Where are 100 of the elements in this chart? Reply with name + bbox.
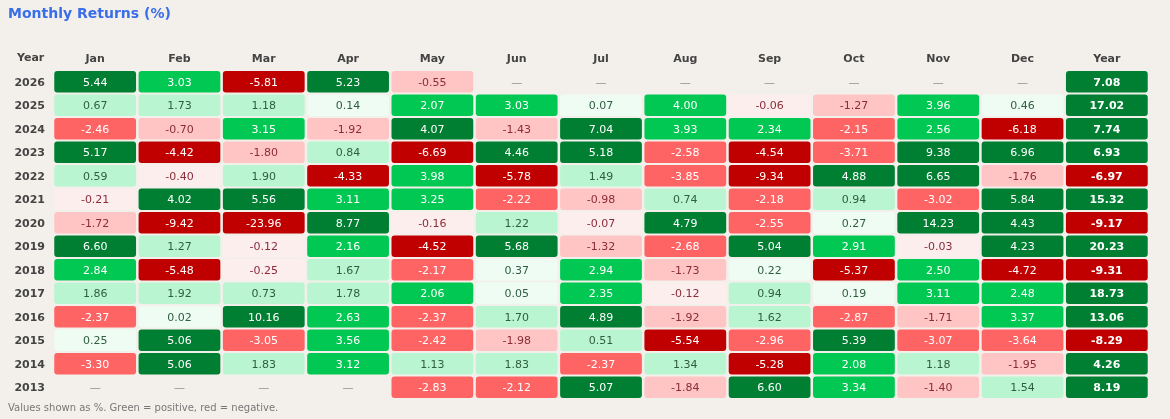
data-label: 1.83 bbox=[251, 357, 277, 371]
data-label: 5.23 bbox=[335, 75, 361, 89]
x-tick-label: May bbox=[419, 52, 445, 65]
data-label: 0.74 bbox=[673, 193, 698, 207]
data-label: -5.78 bbox=[502, 169, 531, 183]
data-label: 0.46 bbox=[1010, 99, 1035, 113]
text: — bbox=[1017, 75, 1029, 89]
data-label: -1.71 bbox=[924, 310, 953, 324]
data-label: -5.48 bbox=[165, 263, 194, 277]
text: — bbox=[848, 75, 860, 89]
data-label: -8.29 bbox=[1090, 334, 1123, 348]
data-label: 2.50 bbox=[925, 263, 951, 277]
data-label: -1.73 bbox=[671, 263, 700, 277]
data-label: 2.16 bbox=[335, 240, 361, 254]
data-label: -6.69 bbox=[418, 146, 447, 160]
data-label: 4.00 bbox=[673, 99, 698, 113]
data-label: 1.62 bbox=[757, 310, 782, 324]
data-label: 2.84 bbox=[82, 263, 108, 277]
y-tick-label: 2015 bbox=[14, 334, 45, 348]
data-label: -1.76 bbox=[1008, 169, 1037, 183]
x-tick-label: Year bbox=[1092, 52, 1122, 65]
data-label: 5.18 bbox=[588, 146, 614, 160]
data-label: -4.42 bbox=[165, 146, 194, 160]
data-label: 6.65 bbox=[925, 169, 951, 183]
data-label: 9.38 bbox=[925, 146, 951, 160]
data-label: 0.51 bbox=[588, 334, 614, 348]
data-label: 7.08 bbox=[1093, 75, 1121, 89]
data-label: -1.95 bbox=[1008, 357, 1037, 371]
data-label: 2.63 bbox=[335, 310, 361, 324]
x-tick-label: Nov bbox=[926, 52, 952, 65]
data-label: 5.84 bbox=[1010, 193, 1035, 207]
data-label: 3.96 bbox=[925, 99, 951, 113]
data-label: -0.07 bbox=[586, 216, 616, 230]
data-label: 8.19 bbox=[1093, 381, 1121, 395]
data-label: 3.15 bbox=[251, 122, 277, 136]
data-label: -1.92 bbox=[333, 122, 363, 136]
data-label: -9.42 bbox=[165, 216, 194, 230]
data-label: -2.68 bbox=[671, 240, 700, 254]
data-label: -5.54 bbox=[671, 334, 700, 348]
data-label: -1.84 bbox=[671, 381, 700, 395]
y-tick-label: 2024 bbox=[14, 122, 46, 136]
data-label: -3.02 bbox=[924, 193, 953, 207]
data-label: -3.85 bbox=[671, 169, 700, 183]
data-label: 3.11 bbox=[925, 287, 951, 301]
data-label: 0.25 bbox=[82, 334, 108, 348]
data-label: -0.16 bbox=[418, 216, 447, 230]
data-label: 0.84 bbox=[335, 146, 361, 160]
data-label: -2.83 bbox=[418, 381, 447, 395]
data-label: 1.73 bbox=[167, 99, 192, 113]
data-label: -2.87 bbox=[839, 310, 869, 324]
data-label: 0.37 bbox=[504, 263, 529, 277]
data-label: 3.93 bbox=[673, 122, 698, 136]
data-label: 2.91 bbox=[841, 240, 867, 254]
data-label: 1.92 bbox=[167, 287, 192, 301]
data-label: 5.39 bbox=[841, 334, 867, 348]
text: — bbox=[342, 381, 354, 395]
data-label: 1.18 bbox=[925, 357, 951, 371]
data-label: -3.30 bbox=[80, 357, 110, 371]
data-label: -2.17 bbox=[418, 263, 447, 277]
data-label: 3.03 bbox=[504, 99, 529, 113]
x-tick-label: Aug bbox=[673, 52, 698, 65]
data-label: 3.12 bbox=[335, 357, 361, 371]
data-label: -0.40 bbox=[165, 169, 194, 183]
data-label: -5.28 bbox=[755, 357, 784, 371]
data-label: -4.72 bbox=[1008, 263, 1037, 277]
data-label: 4.43 bbox=[1010, 216, 1035, 230]
data-label: -9.31 bbox=[1090, 263, 1123, 277]
y-tick-label: 2022 bbox=[14, 169, 45, 183]
data-label: -0.70 bbox=[165, 122, 194, 136]
data-label: 2.35 bbox=[588, 287, 614, 301]
data-label: -1.98 bbox=[502, 334, 531, 348]
data-label: -2.55 bbox=[755, 216, 784, 230]
text: — bbox=[679, 75, 691, 89]
y-tick-label: 2019 bbox=[14, 240, 45, 254]
x-tick-label: Apr bbox=[337, 52, 360, 65]
data-label: 4.26 bbox=[1093, 357, 1121, 371]
data-label: 7.04 bbox=[588, 122, 614, 136]
data-label: -0.03 bbox=[924, 240, 953, 254]
data-label: 1.18 bbox=[251, 99, 277, 113]
data-label: 4.07 bbox=[420, 122, 445, 136]
data-label: 5.17 bbox=[82, 146, 108, 160]
data-label: 0.73 bbox=[251, 287, 277, 301]
x-tick-label: Oct bbox=[843, 52, 865, 65]
text: Values shown as %. Green = positive, red = negative. bbox=[8, 402, 279, 413]
data-label: -2.37 bbox=[418, 310, 447, 324]
data-label: -1.40 bbox=[924, 381, 953, 395]
data-label: 7.74 bbox=[1093, 122, 1121, 136]
x-tick-label: Jul bbox=[592, 52, 609, 65]
data-label: 1.34 bbox=[673, 357, 698, 371]
y-tick-label: 2018 bbox=[14, 263, 45, 277]
x-tick-label: Mar bbox=[251, 52, 277, 65]
data-label: -9.34 bbox=[755, 169, 784, 183]
data-label: -2.12 bbox=[502, 381, 531, 395]
data-label: -2.58 bbox=[671, 146, 700, 160]
x-tick-label: Feb bbox=[168, 52, 191, 65]
data-label: 2.34 bbox=[757, 122, 782, 136]
data-label: 0.94 bbox=[757, 287, 782, 301]
data-label: -0.25 bbox=[249, 263, 278, 277]
data-label: 1.83 bbox=[504, 357, 529, 371]
data-label: 8.77 bbox=[335, 216, 361, 230]
